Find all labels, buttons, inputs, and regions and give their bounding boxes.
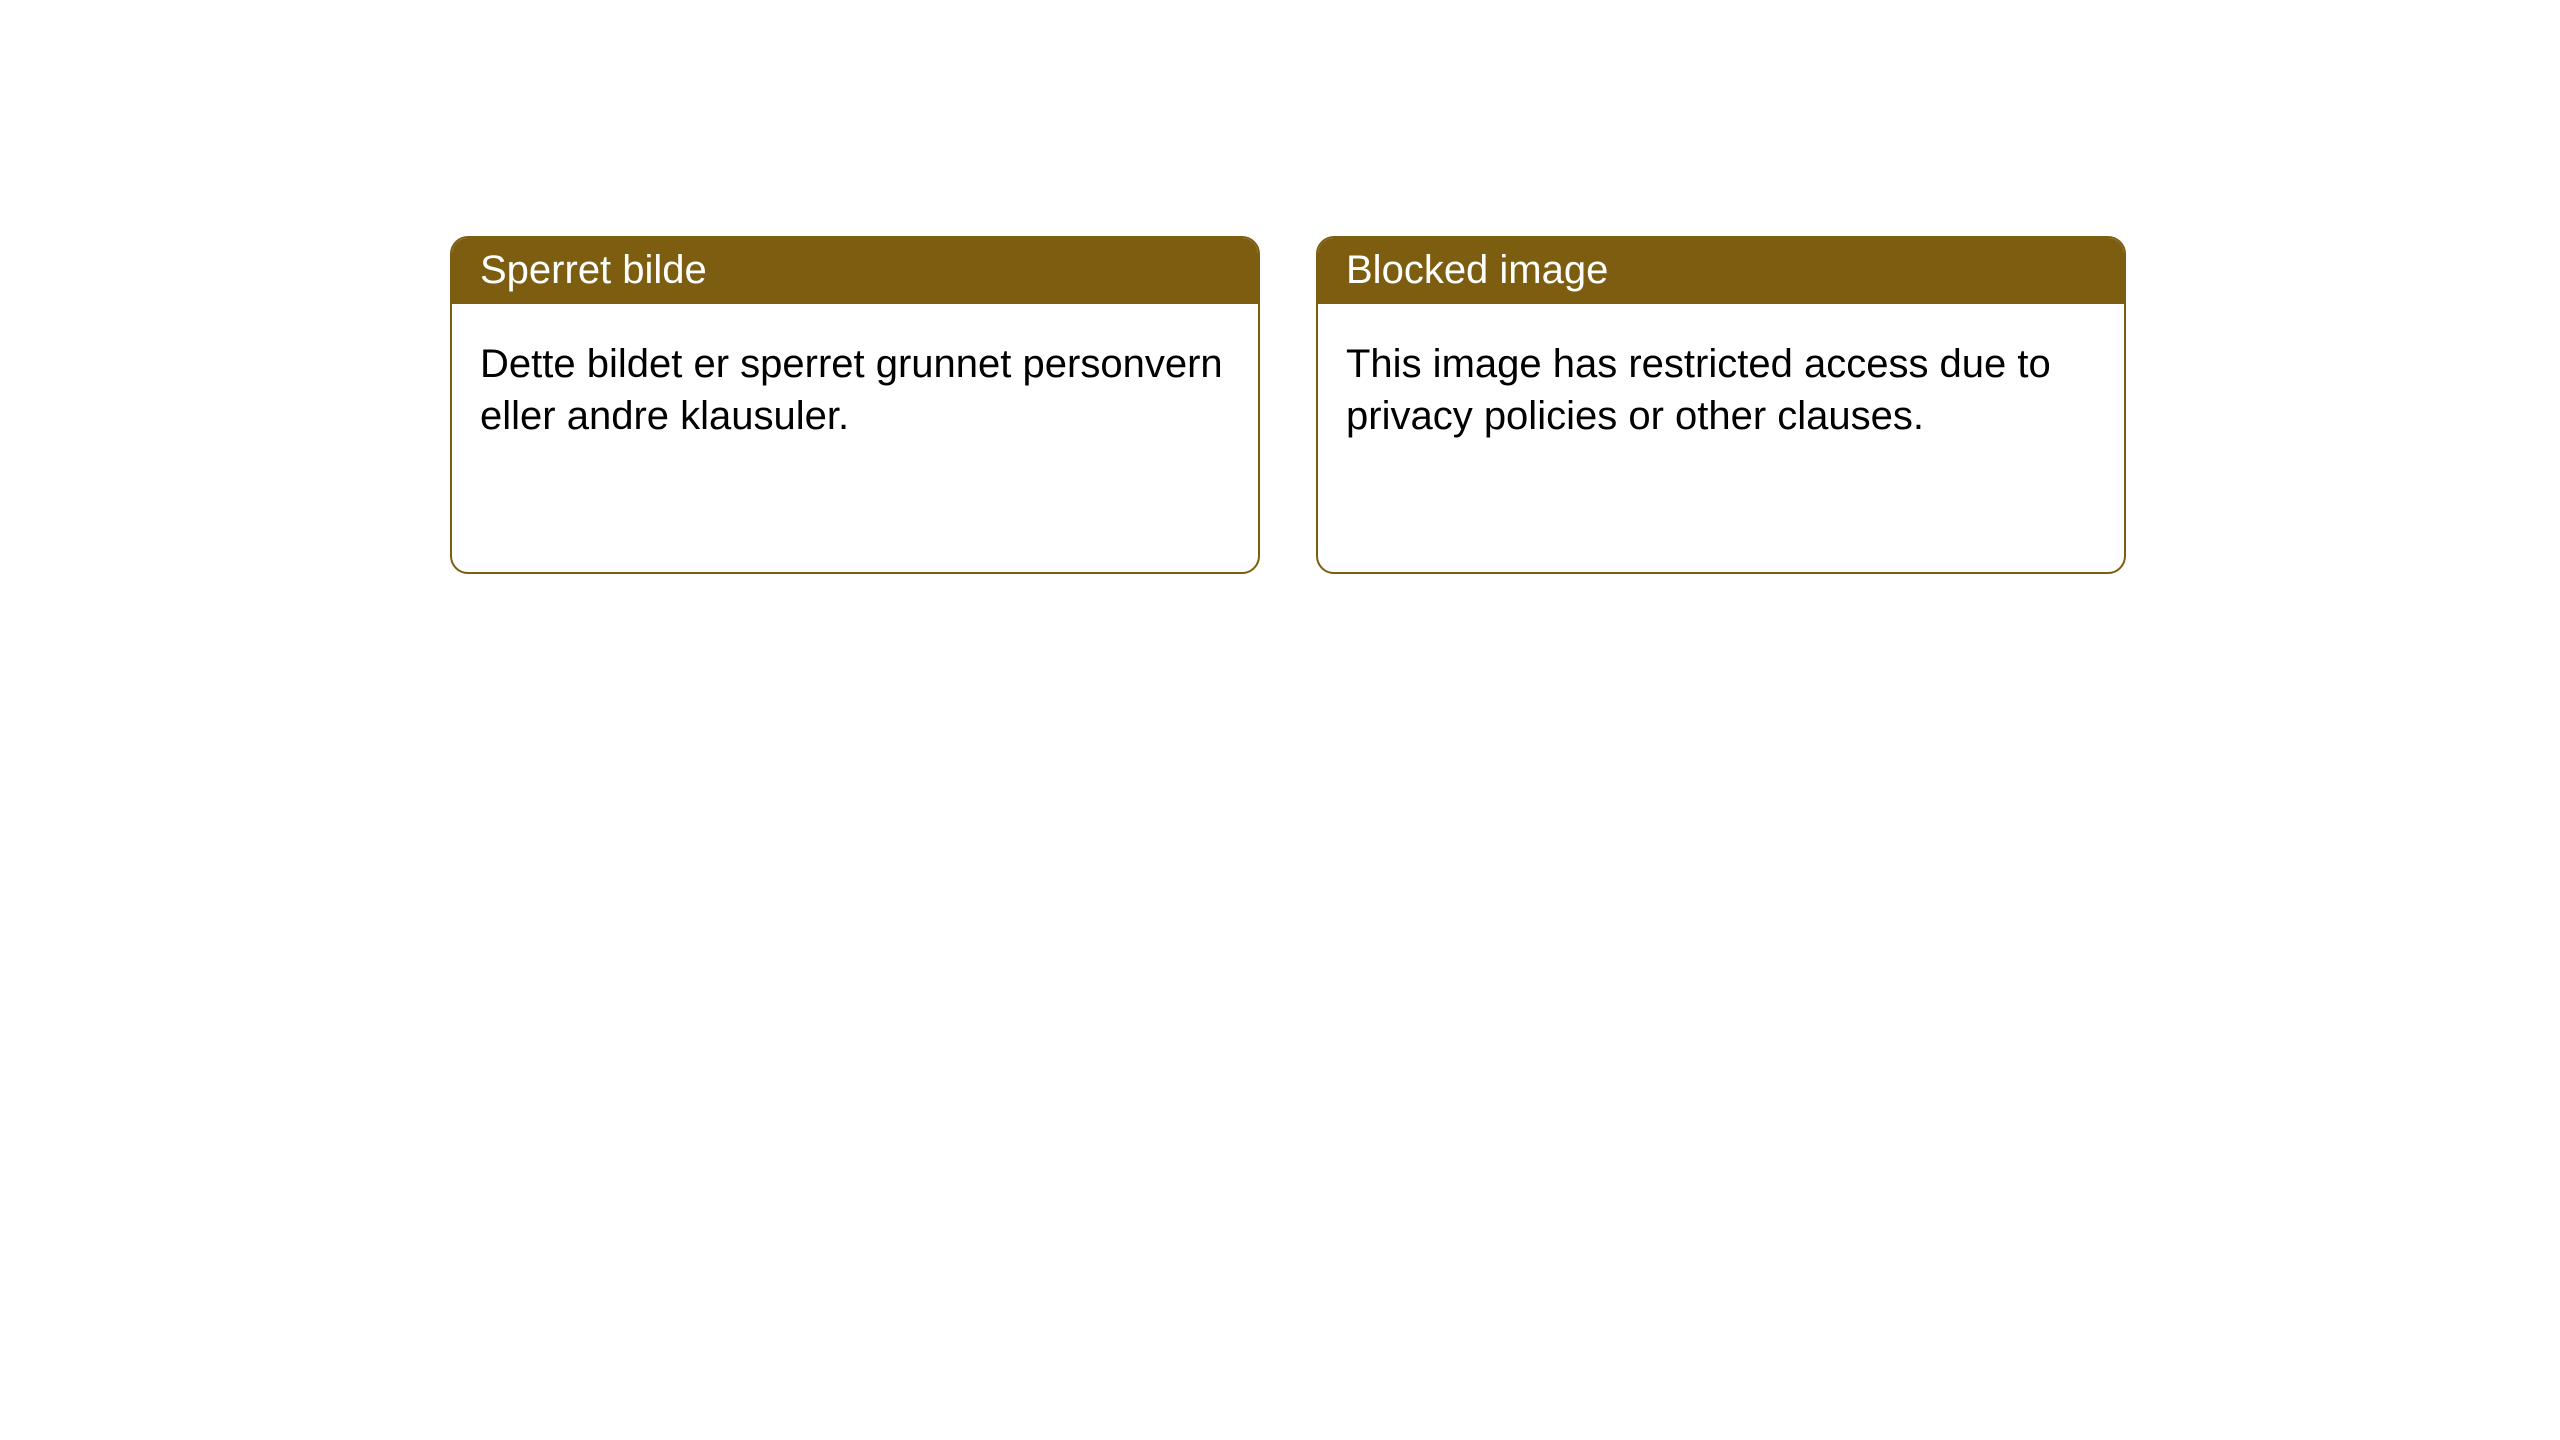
blocked-image-card-en: Blocked image This image has restricted … [1316, 236, 2126, 574]
blocked-image-cards: Sperret bilde Dette bildet er sperret gr… [450, 236, 2126, 574]
card-body-no: Dette bildet er sperret grunnet personve… [452, 304, 1258, 476]
card-body-en: This image has restricted access due to … [1318, 304, 2124, 476]
card-header-en: Blocked image [1318, 238, 2124, 304]
card-header-no: Sperret bilde [452, 238, 1258, 304]
blocked-image-card-no: Sperret bilde Dette bildet er sperret gr… [450, 236, 1260, 574]
